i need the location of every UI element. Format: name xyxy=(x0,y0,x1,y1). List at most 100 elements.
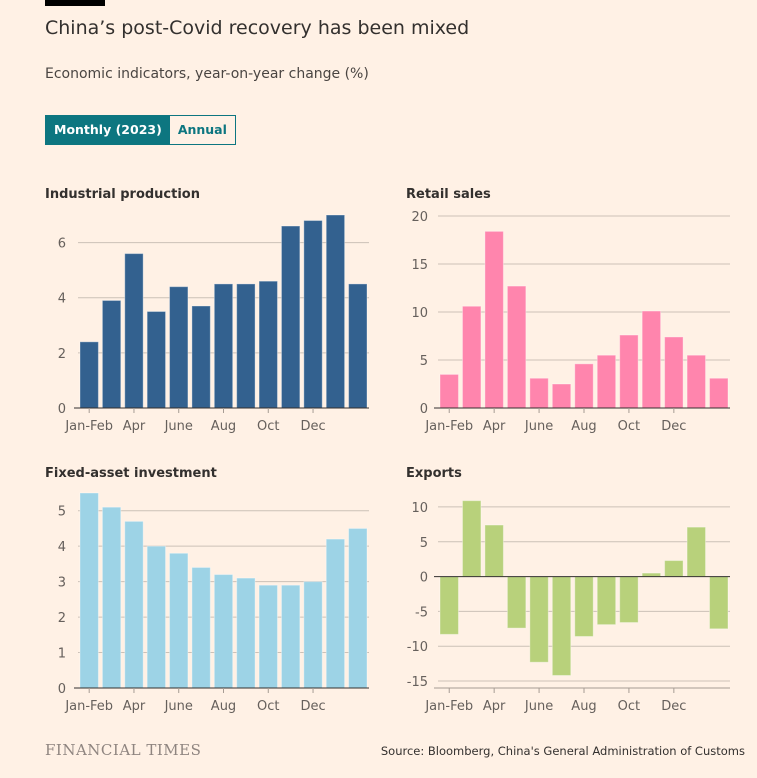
industrial-production-ytick-label: 2 xyxy=(58,347,66,362)
ft-top-bar xyxy=(45,0,105,6)
industrial-production-xtick-label: Jan-Feb xyxy=(64,419,113,434)
exports-ytick-label: -5 xyxy=(415,605,428,620)
retail-sales-bar xyxy=(619,334,639,409)
chart-title-retail-sales: Retail sales xyxy=(406,187,491,202)
retail-sales-bar xyxy=(686,354,707,409)
fixed-asset-investment-bar xyxy=(280,584,301,689)
exports-ytick-label: 5 xyxy=(420,536,428,551)
retail-sales-bar xyxy=(439,373,459,409)
exports-ytick-label: 10 xyxy=(411,501,428,516)
retail-sales-bar xyxy=(641,310,662,409)
retail-sales-ytick-label: 15 xyxy=(411,258,428,273)
exports-xtick-label: Dec xyxy=(661,699,686,714)
page-title: China’s post-Covid recovery has been mix… xyxy=(45,17,470,39)
retail-sales-bar xyxy=(529,377,549,409)
industrial-production-bar xyxy=(124,253,144,409)
chart-title-fixed-asset-investment: Fixed-asset investment xyxy=(45,466,217,481)
retail-sales-ytick-label: 10 xyxy=(411,306,428,321)
exports-xtick-label: Apr xyxy=(483,699,506,714)
fixed-asset-investment-xtick-label: Jan-Feb xyxy=(64,699,113,714)
industrial-production-xtick-label: Dec xyxy=(300,419,325,434)
fixed-asset-investment-bar xyxy=(213,574,234,689)
retail-sales-bar xyxy=(574,363,594,409)
exports-bar xyxy=(461,500,482,578)
industrial-production-bar xyxy=(303,220,323,409)
industrial-production-bar xyxy=(258,280,278,409)
fixed-asset-investment-bar xyxy=(146,545,167,689)
industrial-production-xtick-label: Oct xyxy=(257,419,279,434)
retail-sales-xtick-label: Oct xyxy=(618,419,640,434)
fixed-asset-investment-bar xyxy=(303,581,323,689)
retail-sales-xtick-label: June xyxy=(524,419,553,434)
fixed-asset-investment-ytick-label: 4 xyxy=(58,540,66,555)
retail-sales-xtick-label: Aug xyxy=(571,419,596,434)
retail-sales-ytick-label: 0 xyxy=(420,402,428,417)
retail-sales-bar xyxy=(484,230,504,409)
fixed-asset-investment-xtick-label: Apr xyxy=(123,699,146,714)
retail-sales-ytick-label: 5 xyxy=(420,354,428,369)
industrial-production-bar xyxy=(325,214,346,409)
industrial-production-xtick-label: Aug xyxy=(211,419,236,434)
industrial-production-bar xyxy=(146,311,167,409)
exports-bar xyxy=(686,526,707,578)
industrial-production-bar xyxy=(191,305,211,409)
exports-bar xyxy=(439,576,459,635)
industrial-production-ytick-label: 0 xyxy=(58,402,66,417)
exports-ytick-label: -15 xyxy=(407,675,428,690)
industrial-production-ytick-label: 4 xyxy=(58,292,66,307)
fixed-asset-investment-ytick-label: 5 xyxy=(58,505,66,520)
industrial-production-bar xyxy=(236,283,256,409)
industrial-production-bar xyxy=(280,225,301,409)
retail-sales-xtick-label: Jan-Feb xyxy=(424,419,473,434)
exports-xtick-label: Oct xyxy=(618,699,640,714)
toggle-annual-button[interactable]: Annual xyxy=(169,116,235,144)
fixed-asset-investment-bar xyxy=(124,520,144,689)
fixed-asset-investment-ytick-label: 0 xyxy=(58,682,66,697)
exports-xtick-label: Jan-Feb xyxy=(424,699,473,714)
fixed-asset-investment-bar xyxy=(169,552,189,689)
fixed-asset-investment-xtick-label: Aug xyxy=(211,699,236,714)
industrial-production-bar xyxy=(169,286,189,409)
source-note: Source: Bloomberg, China's General Admin… xyxy=(380,744,745,758)
retail-sales-bar xyxy=(664,336,684,409)
industrial-production-bar xyxy=(79,341,99,409)
exports-xtick-label: Aug xyxy=(571,699,596,714)
exports-bar xyxy=(641,572,662,578)
retail-sales-ytick-label: 20 xyxy=(411,210,428,225)
retail-sales-xtick-label: Apr xyxy=(483,419,506,434)
fixed-asset-investment-ytick-label: 1 xyxy=(58,647,66,662)
fixed-asset-investment-ytick-label: 3 xyxy=(58,576,66,591)
fixed-asset-investment-bar xyxy=(258,584,278,689)
retail-sales-bar xyxy=(461,305,482,409)
industrial-production-xtick-label: Apr xyxy=(123,419,146,434)
fixed-asset-investment-ytick-label: 2 xyxy=(58,611,66,626)
retail-sales-bar xyxy=(709,377,729,409)
exports-bar xyxy=(484,524,504,578)
ft-logo: FINANCIAL TIMES xyxy=(45,741,202,759)
exports-bar xyxy=(529,576,549,663)
industrial-production-ytick-label: 6 xyxy=(58,237,66,252)
exports-bar xyxy=(506,576,527,629)
page-subtitle: Economic indicators, year-on-year change… xyxy=(45,66,369,82)
fixed-asset-investment-xtick-label: Dec xyxy=(300,699,325,714)
industrial-production-bar xyxy=(348,283,368,409)
exports-bar xyxy=(619,576,639,624)
toggle-monthly-button[interactable]: Monthly (2023) xyxy=(46,116,170,144)
retail-sales-bar xyxy=(506,285,527,409)
fixed-asset-investment-bar xyxy=(348,527,368,689)
retail-sales-bar xyxy=(551,383,572,409)
exports-xtick-label: June xyxy=(524,699,553,714)
retail-sales-bar xyxy=(596,354,617,409)
fixed-asset-investment-xtick-label: June xyxy=(164,699,193,714)
fixed-asset-investment-bar xyxy=(101,506,122,689)
exports-ytick-label: -10 xyxy=(407,640,428,655)
industrial-production-bar xyxy=(213,283,234,409)
fixed-asset-investment-xtick-label: Oct xyxy=(257,699,279,714)
retail-sales-xtick-label: Dec xyxy=(661,419,686,434)
fixed-asset-investment-bar xyxy=(191,566,211,689)
industrial-production-xtick-label: June xyxy=(164,419,193,434)
period-toggle: Monthly (2023) Annual xyxy=(45,115,236,145)
exports-bar xyxy=(574,576,594,637)
fixed-asset-investment-bar xyxy=(325,538,346,689)
